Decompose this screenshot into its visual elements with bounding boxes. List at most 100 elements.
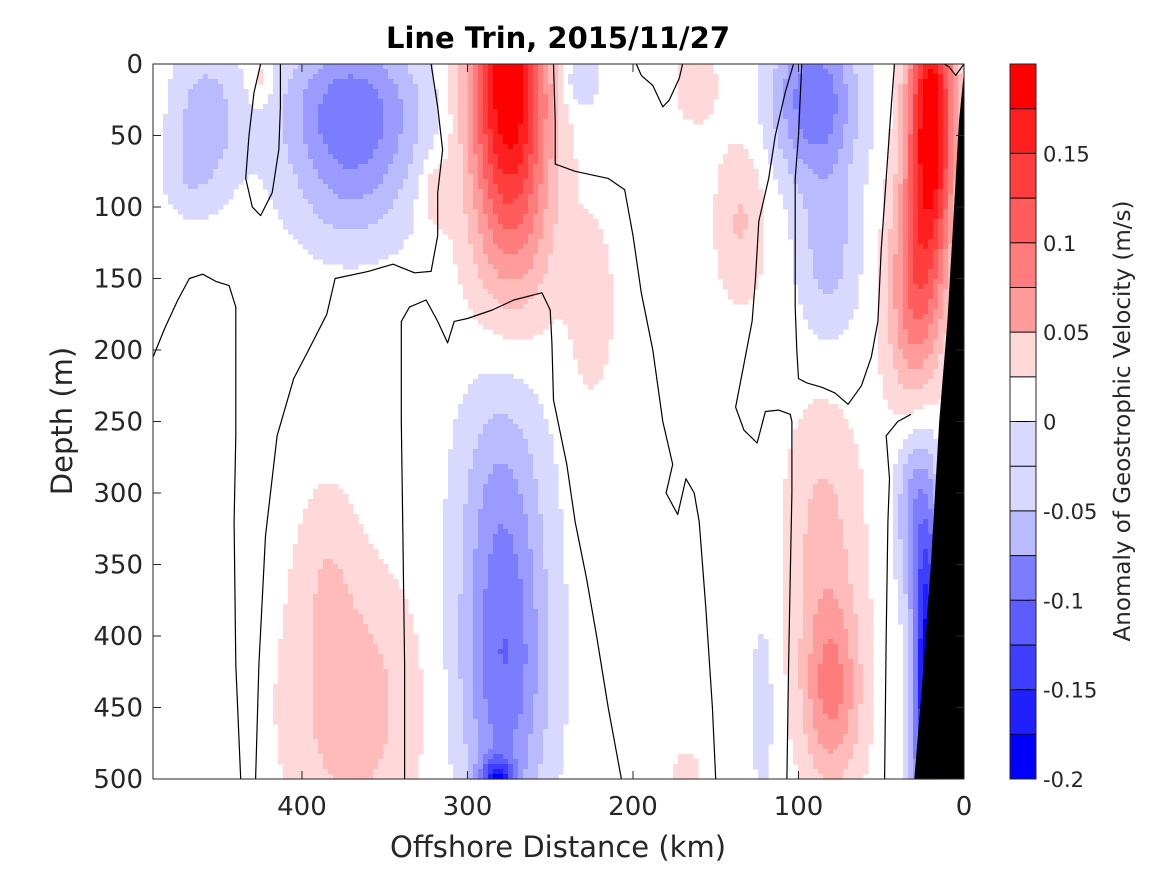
contour-cell [448, 229, 454, 235]
contour-cell [888, 144, 894, 150]
contour-cell [518, 79, 524, 85]
contour-cell [298, 164, 304, 170]
contour-cell [853, 244, 859, 250]
contour-cell [563, 204, 569, 210]
contour-cell [528, 259, 534, 265]
contour-cell [738, 164, 744, 170]
contour-cell [763, 119, 769, 125]
contour-cell [908, 209, 914, 215]
contour-cell [563, 239, 569, 245]
contour-cell [508, 209, 514, 215]
contour-cell [928, 189, 934, 195]
contour-cell [338, 164, 344, 170]
contour-cell [193, 149, 199, 155]
contour-cell [423, 114, 429, 120]
contour-cell [533, 149, 539, 155]
contour-cell [838, 209, 844, 215]
contour-cell [208, 204, 214, 210]
contour-cell [853, 209, 859, 215]
contour-cell [708, 84, 714, 90]
contour-cell [948, 209, 954, 215]
contour-cell [513, 244, 519, 250]
contour-cell [378, 79, 384, 85]
contour-cell [453, 219, 459, 225]
contour-cell [478, 184, 484, 190]
contour-cell [793, 129, 799, 135]
contour-cell [293, 154, 299, 160]
contour-cell [208, 64, 214, 70]
contour-cell [488, 144, 494, 150]
contour-cell [938, 239, 944, 245]
contour-cell [453, 79, 459, 85]
contour-cell [203, 64, 209, 70]
contour-cell [468, 274, 474, 280]
contour-cell [513, 149, 519, 155]
contour-cell [838, 69, 844, 75]
contour-cell [298, 179, 304, 185]
contour-cell [193, 79, 199, 85]
contour-cell [918, 164, 924, 170]
contour-cell [723, 204, 729, 210]
contour-cell [603, 274, 609, 280]
contour-cell [283, 214, 289, 220]
contour-cell [453, 214, 459, 220]
contour-cell [853, 94, 859, 100]
contour-cell [448, 94, 454, 100]
contour-cell [953, 129, 959, 135]
contour-cell [788, 159, 794, 165]
contour-cell [413, 154, 419, 160]
contour-cell [348, 149, 354, 155]
contour-cell [738, 269, 744, 275]
contour-cell [273, 149, 279, 155]
contour-cell [428, 104, 434, 110]
contour-cell [513, 109, 519, 115]
contour-cell [558, 109, 564, 115]
contour-cell [893, 99, 899, 105]
contour-cell [548, 264, 554, 270]
contour-cell [858, 189, 864, 195]
contour-cell [783, 104, 789, 110]
contour-cell [328, 84, 334, 90]
contour-cell [758, 84, 764, 90]
contour-cell [918, 144, 924, 150]
contour-cell [363, 169, 369, 175]
contour-cell [528, 284, 534, 290]
contour-cell [878, 289, 884, 295]
contour-cell [478, 94, 484, 100]
contour-cell [943, 249, 949, 255]
contour-cell [858, 249, 864, 255]
contour-cell [838, 109, 844, 115]
contour-cell [233, 144, 239, 150]
contour-cell [548, 169, 554, 175]
contour-cell [803, 259, 809, 265]
contour-cell [698, 104, 704, 110]
contour-cell [343, 139, 349, 145]
contour-cell [358, 194, 364, 200]
contour-cell [533, 179, 539, 185]
contour-cell [373, 254, 379, 260]
contour-cell [503, 239, 509, 245]
contour-cell [538, 289, 544, 295]
contour-cell [308, 179, 314, 185]
contour-cell [368, 174, 374, 180]
contour-cell [528, 254, 534, 260]
contour-cell [208, 184, 214, 190]
contour-cell [278, 194, 284, 200]
contour-cell [578, 289, 584, 295]
contour-cell [173, 159, 179, 165]
contour-cell [328, 109, 334, 115]
contour-cell [908, 154, 914, 160]
contour-cell [743, 284, 749, 290]
contour-cell [453, 249, 459, 255]
contour-cell [748, 274, 754, 280]
contour-cell [813, 219, 819, 225]
contour-cell [358, 204, 364, 210]
contour-cell [928, 144, 934, 150]
contour-cell [763, 129, 769, 135]
contour-cell [393, 249, 399, 255]
contour-cell [808, 269, 814, 275]
contour-cell [213, 154, 219, 160]
contour-cell [488, 84, 494, 90]
contour-cell [923, 259, 929, 265]
contour-cell [483, 84, 489, 90]
